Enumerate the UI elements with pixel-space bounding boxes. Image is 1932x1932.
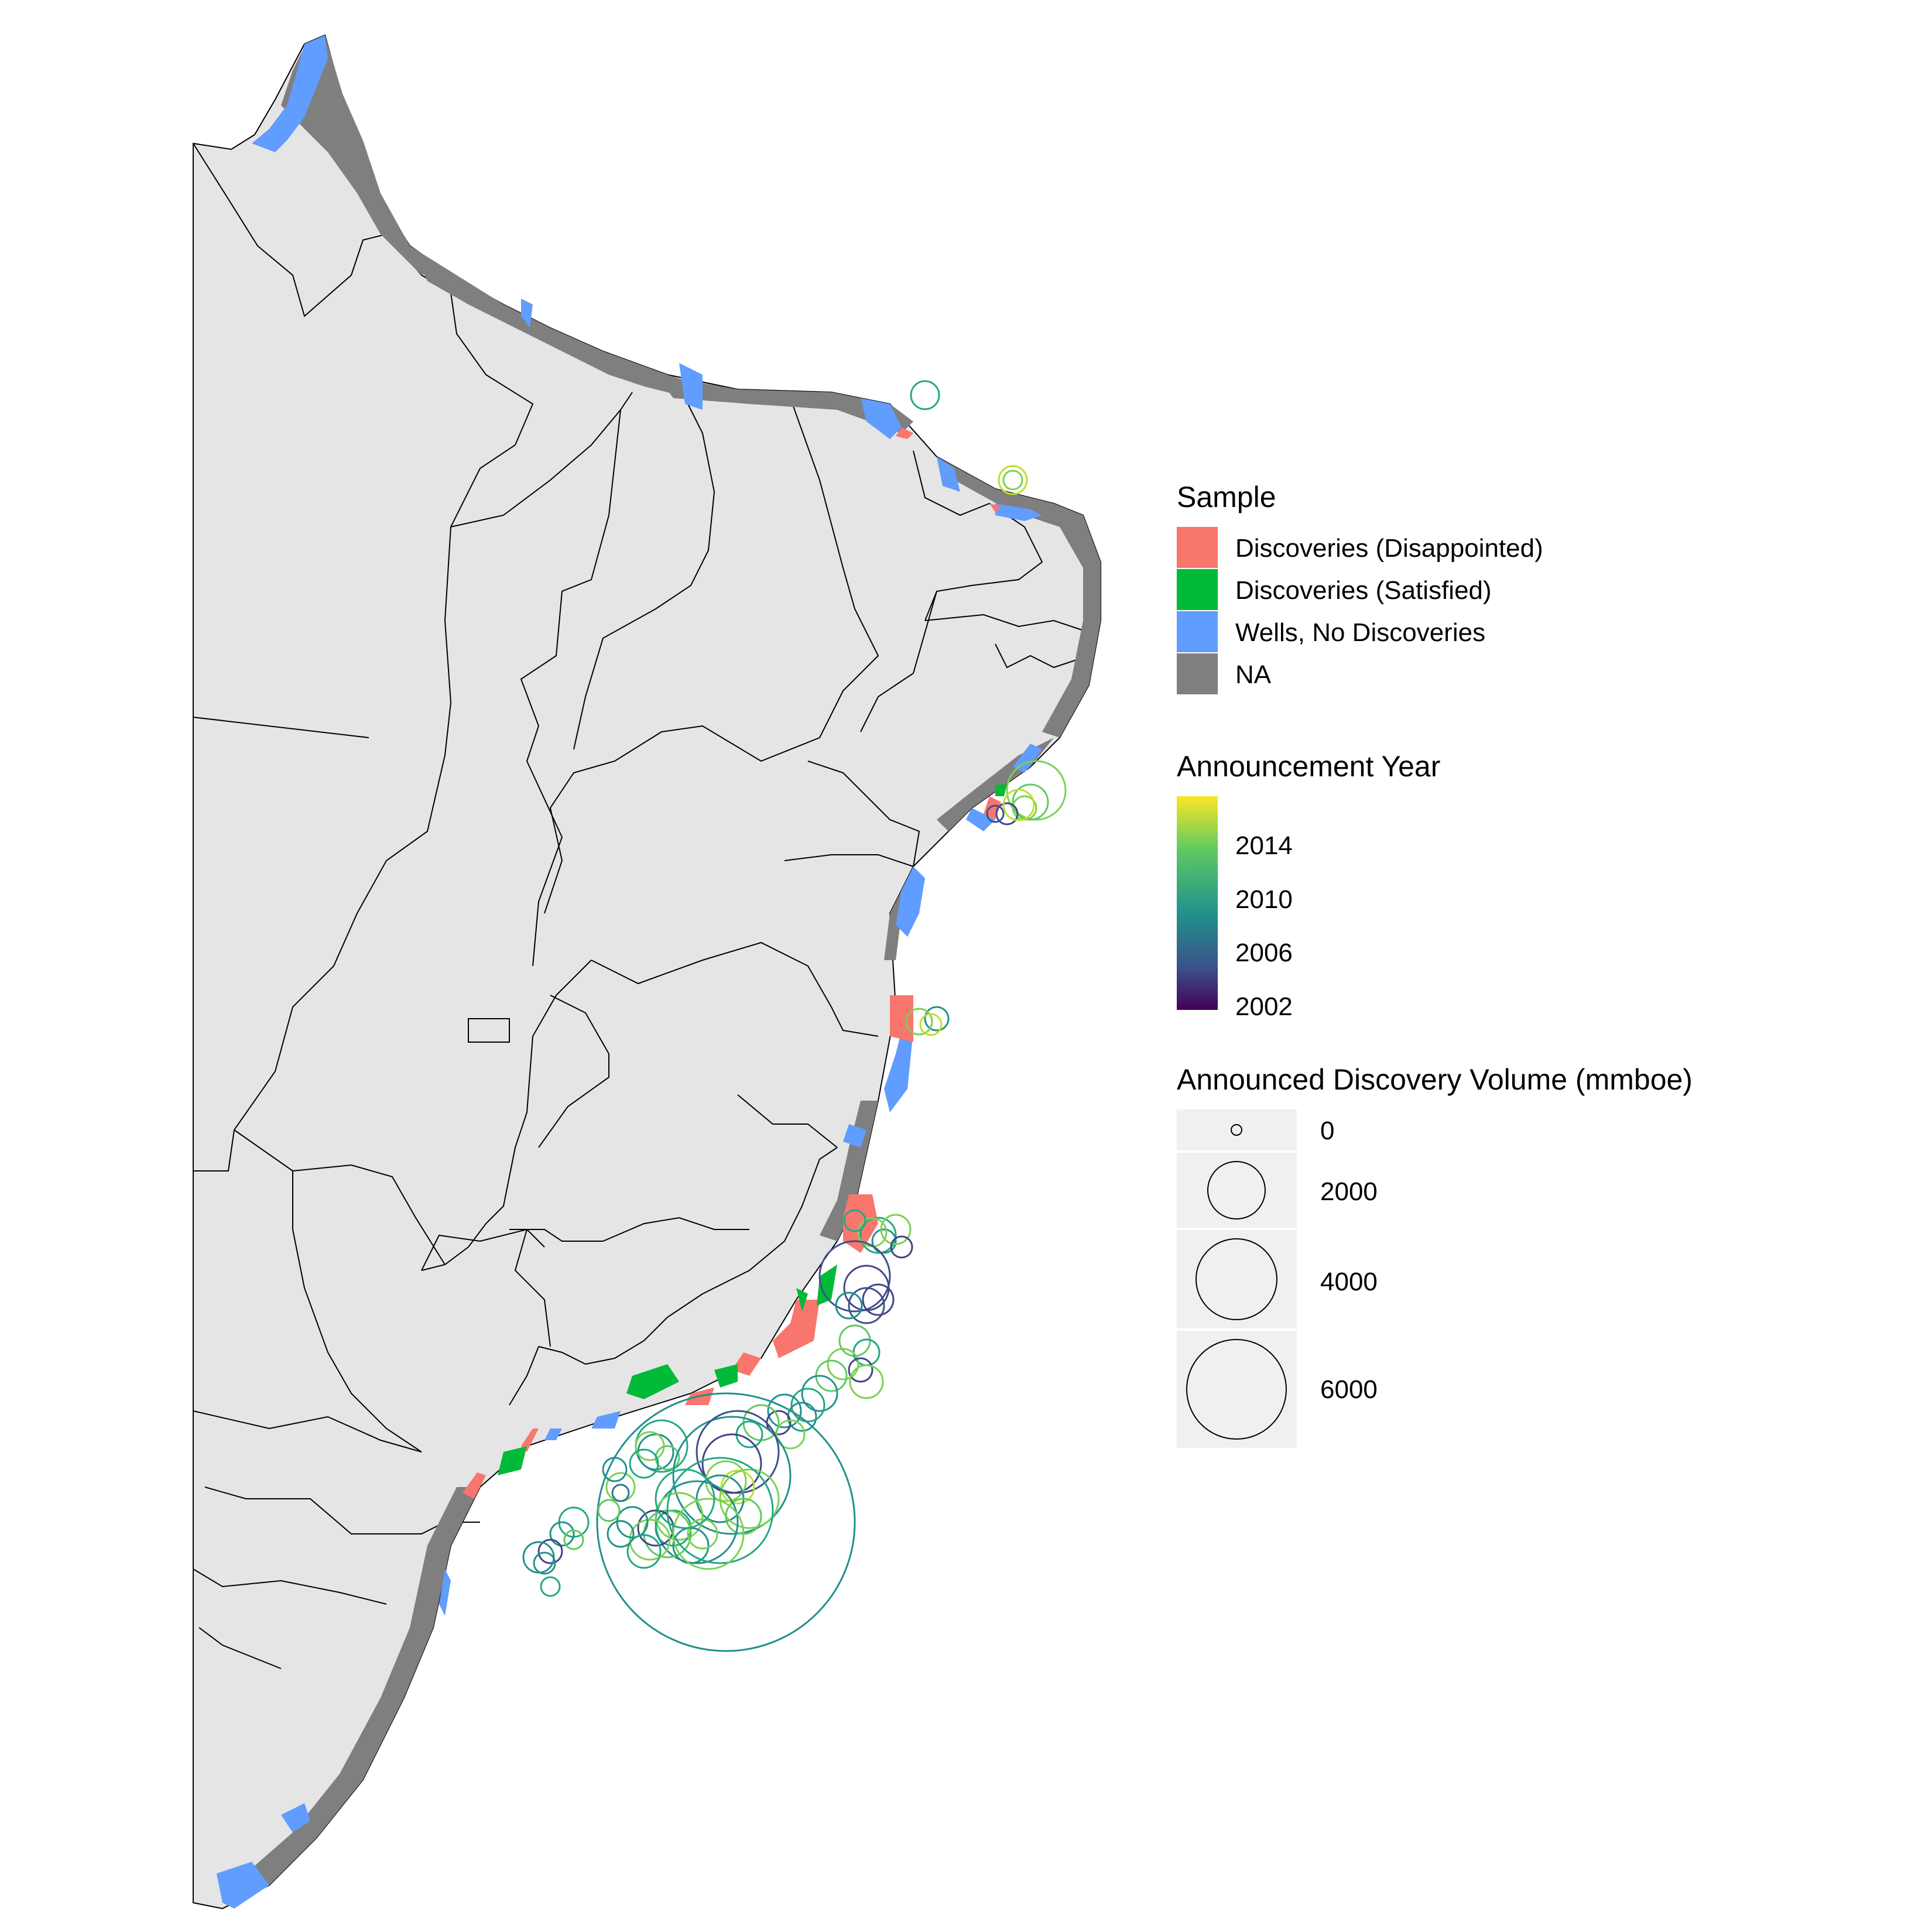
legend-sample: Sample Discoveries (Disappointed) Discov… xyxy=(1177,480,1645,703)
discovery-marker xyxy=(890,1235,913,1259)
legend-item-satisfied: Discoveries (Satisfied) xyxy=(1235,576,1492,605)
discovery-marker xyxy=(540,1576,561,1597)
discovery-marker xyxy=(616,1506,649,1539)
size-key-4000 xyxy=(1177,1230,1297,1328)
discovery-marker xyxy=(1002,789,1035,821)
discovery-marker xyxy=(607,1520,635,1548)
legend-volume: Announced Discovery Volume (mmboe) 0 200… xyxy=(1177,1063,1762,1472)
swatch-disappointed xyxy=(1177,527,1218,568)
discovery-marker xyxy=(919,1013,943,1036)
coastal-satisfied xyxy=(498,785,1007,1475)
state-borders xyxy=(193,143,1090,1669)
discovery-marker xyxy=(655,1445,680,1471)
discovery-marker xyxy=(835,1292,863,1320)
discovery-marker xyxy=(924,1006,950,1032)
legend-item-na: NA xyxy=(1235,660,1272,689)
swatch-satisfied xyxy=(1177,569,1218,610)
discovery-marker xyxy=(655,1468,715,1529)
size-key-2000 xyxy=(1177,1153,1297,1228)
discovery-marker xyxy=(767,1393,802,1429)
discovery-marker xyxy=(701,1433,762,1494)
legend-item-disappointed: Discoveries (Disappointed) xyxy=(1235,534,1543,563)
size-label-6000: 6000 xyxy=(1320,1375,1378,1404)
year-tick-2014: 2014 xyxy=(1235,831,1293,860)
legend-year-title: Announcement Year xyxy=(1177,750,1441,783)
discovery-marker xyxy=(827,1348,859,1381)
year-tick-2010: 2010 xyxy=(1235,885,1293,914)
discovery-marker xyxy=(655,1492,704,1541)
discovery-marker xyxy=(533,1551,556,1575)
year-colorbar xyxy=(1177,796,1218,1010)
discovery-marker xyxy=(719,1468,780,1529)
swatch-wells xyxy=(1177,611,1218,652)
size-label-2000: 2000 xyxy=(1320,1177,1378,1206)
discovery-marker xyxy=(687,1518,718,1550)
discovery-marker xyxy=(1006,760,1067,821)
discovery-marker xyxy=(629,1519,671,1561)
discovery-marker xyxy=(848,1287,885,1324)
legend-year: Announcement Year 2014 2010 2006 2002 xyxy=(1177,749,1645,1021)
discovery-marker xyxy=(986,804,1005,823)
discovery-marker xyxy=(672,1498,745,1570)
discovery-marker xyxy=(629,1448,659,1479)
discovery-marker xyxy=(910,380,940,410)
coastal-wells xyxy=(217,35,1042,1909)
discovery-marker xyxy=(880,1214,912,1245)
legend-item-wells: Wells, No Discoveries xyxy=(1235,618,1486,647)
discovery-marker xyxy=(705,1460,747,1502)
discovery-marker xyxy=(871,1228,897,1254)
swatch-na xyxy=(1177,653,1218,694)
discovery-marker xyxy=(597,1499,621,1522)
discovery-marker xyxy=(818,1240,891,1313)
discovery-circles xyxy=(522,380,1067,1652)
discovery-marker xyxy=(666,1457,774,1564)
discovery-marker xyxy=(626,1534,662,1569)
discovery-marker xyxy=(848,1357,873,1383)
discovery-marker xyxy=(1002,470,1023,491)
discovery-marker xyxy=(849,1364,884,1399)
discovery-marker xyxy=(537,1539,563,1564)
discovery-marker xyxy=(1012,783,1049,821)
year-tick-2006: 2006 xyxy=(1235,938,1293,967)
discovery-marker xyxy=(637,1433,674,1471)
legend-sample-title: Sample xyxy=(1177,481,1276,513)
size-label-4000: 4000 xyxy=(1320,1268,1378,1296)
discovery-marker xyxy=(838,1324,871,1357)
discovery-marker xyxy=(605,1472,636,1502)
discovery-marker xyxy=(905,1008,933,1036)
discovery-marker xyxy=(790,1388,825,1423)
legend-volume-title: Announced Discovery Volume (mmboe) xyxy=(1177,1063,1693,1096)
discovery-marker xyxy=(602,1457,628,1482)
discovery-marker xyxy=(998,465,1028,495)
discovery-marker xyxy=(843,1209,866,1232)
discovery-marker xyxy=(611,1484,630,1502)
land-mass xyxy=(193,34,1101,1910)
discovery-marker xyxy=(735,1420,763,1448)
discovery-marker xyxy=(596,1392,856,1652)
discovery-marker xyxy=(995,802,1019,825)
discovery-marker xyxy=(563,1529,584,1550)
discovery-marker xyxy=(672,1416,792,1535)
year-tick-2002: 2002 xyxy=(1235,992,1293,1021)
size-key-6000 xyxy=(1177,1331,1297,1448)
discovery-marker xyxy=(801,1375,838,1412)
size-key-0 xyxy=(1177,1109,1297,1150)
discovery-marker xyxy=(775,1419,806,1450)
discovery-marker xyxy=(549,1521,575,1547)
discovery-marker xyxy=(720,1469,755,1505)
discovery-marker xyxy=(522,1541,555,1574)
discovery-marker xyxy=(862,1283,895,1316)
discovery-marker xyxy=(859,1217,897,1254)
size-label-0: 0 xyxy=(1320,1116,1335,1145)
